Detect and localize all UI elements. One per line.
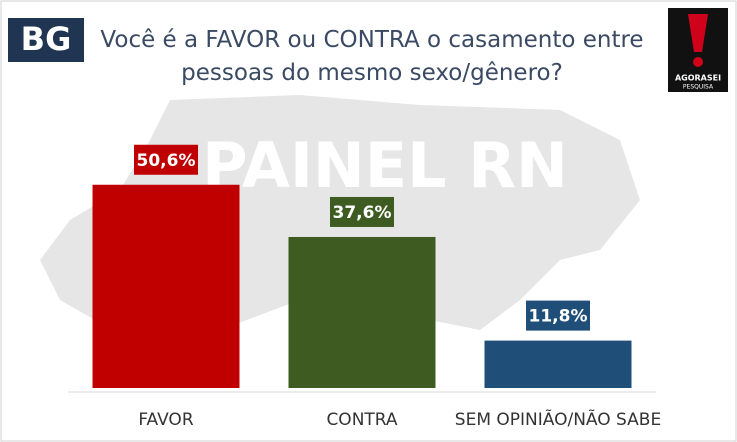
value-label: 11,8%: [529, 307, 588, 327]
logo-box: [8, 18, 84, 62]
logo: BG: [21, 20, 72, 58]
bar: [288, 236, 436, 388]
brand: AGORASEI: [675, 74, 721, 83]
value-label: 50,6%: [137, 151, 196, 171]
x-tick-label: CONTRA: [326, 410, 397, 430]
value-label: 37,6%: [333, 203, 392, 223]
brand-sub: PESQUISA: [683, 84, 714, 91]
value-label-box: [526, 300, 590, 331]
x-tick-label: FAVOR: [138, 410, 193, 430]
value-label-box: [330, 196, 394, 227]
brand-mark: [688, 14, 708, 52]
value-label-box: [134, 144, 198, 175]
chart-title: Você é a FAVOR ou CONTRA o casamento ent…: [100, 27, 644, 86]
brand-dot: [693, 57, 703, 67]
x-tick-label: SEM OPINIÃO/NÃO SABE: [455, 408, 661, 430]
bar: [92, 184, 240, 388]
bar: [484, 340, 632, 388]
watermark: PAINEL RN: [202, 129, 568, 202]
